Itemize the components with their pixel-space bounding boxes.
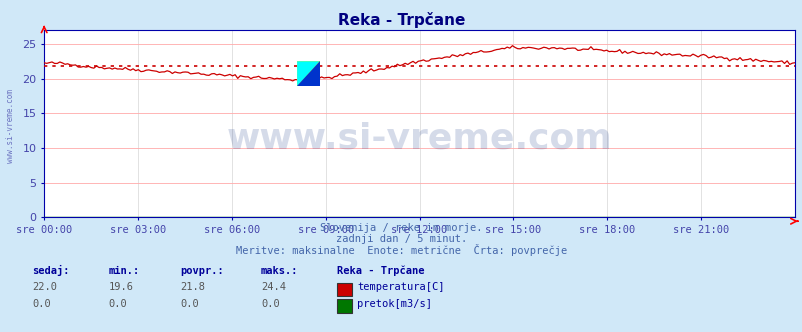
- Text: 19.6: 19.6: [108, 283, 133, 292]
- Text: zadnji dan / 5 minut.: zadnji dan / 5 minut.: [335, 234, 467, 244]
- Text: sedaj:: sedaj:: [32, 265, 70, 276]
- Text: Reka - Trpčane: Reka - Trpčane: [338, 12, 464, 28]
- Text: www.si-vreme.com: www.si-vreme.com: [6, 89, 15, 163]
- Text: povpr.:: povpr.:: [180, 266, 224, 276]
- Text: 21.8: 21.8: [180, 283, 205, 292]
- Text: Reka - Trpčane: Reka - Trpčane: [337, 265, 424, 276]
- Text: min.:: min.:: [108, 266, 140, 276]
- Text: www.si-vreme.com: www.si-vreme.com: [226, 122, 612, 156]
- Polygon shape: [297, 61, 319, 86]
- Text: 0.0: 0.0: [108, 299, 127, 309]
- Text: 22.0: 22.0: [32, 283, 57, 292]
- Text: Slovenija / reke in morje.: Slovenija / reke in morje.: [320, 223, 482, 233]
- Text: temperatura[C]: temperatura[C]: [357, 283, 444, 292]
- Text: Meritve: maksinalne  Enote: metrične  Črta: povprečje: Meritve: maksinalne Enote: metrične Črta…: [236, 244, 566, 256]
- Text: pretok[m3/s]: pretok[m3/s]: [357, 299, 431, 309]
- Text: maks.:: maks.:: [261, 266, 298, 276]
- Text: 0.0: 0.0: [180, 299, 199, 309]
- Polygon shape: [297, 61, 319, 86]
- Text: 24.4: 24.4: [261, 283, 286, 292]
- Text: 0.0: 0.0: [261, 299, 279, 309]
- Text: 0.0: 0.0: [32, 299, 51, 309]
